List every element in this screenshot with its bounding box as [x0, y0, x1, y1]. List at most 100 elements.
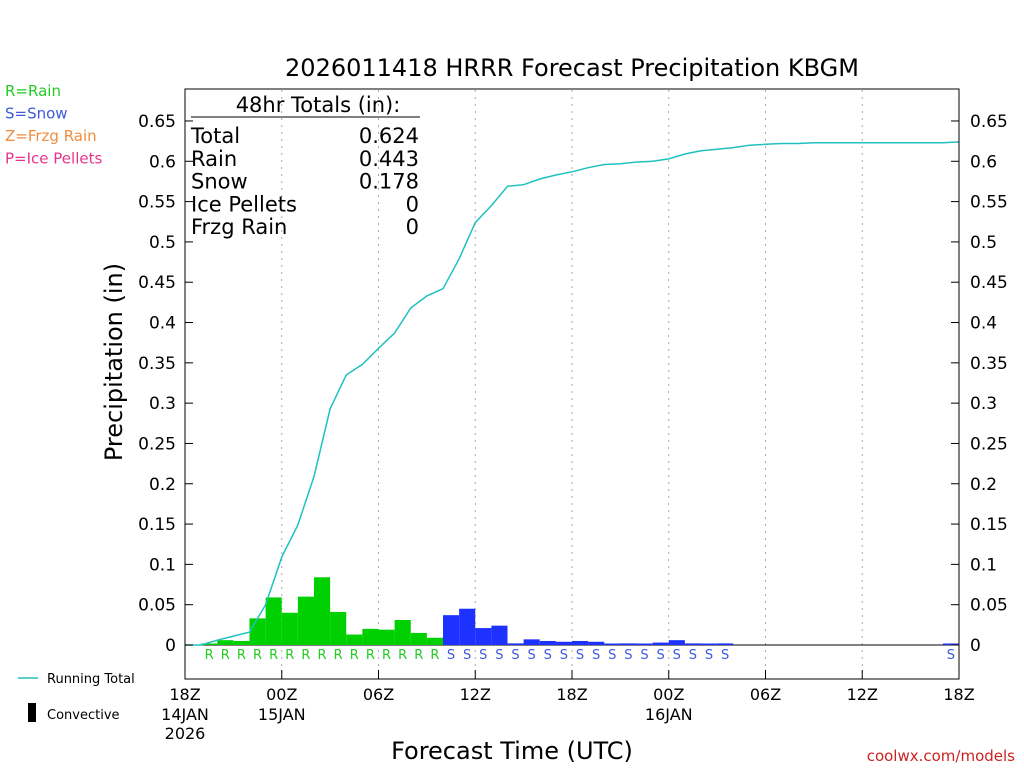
precip-bar: [588, 641, 605, 645]
type-letter: S: [657, 648, 665, 663]
x-tick-year: 2026: [165, 724, 206, 743]
precip-bar: [523, 639, 540, 645]
type-letter: R: [366, 648, 375, 663]
type-letter: S: [947, 648, 955, 663]
y-tick-label-right: 0.65: [970, 112, 1008, 132]
precip-bar: [572, 640, 589, 645]
precip-bar: [652, 642, 669, 645]
precip-bar: [604, 643, 621, 645]
type-letter: S: [721, 648, 729, 663]
precip-bar: [346, 634, 363, 645]
type-letter: S: [544, 648, 552, 663]
type-letter: R: [269, 648, 278, 663]
totals-row-label: Total: [190, 124, 240, 148]
type-legend-item: S=Snow: [5, 105, 68, 123]
totals-row-value: 0.624: [359, 124, 419, 148]
attribution: coolwx.com/models: [867, 747, 1015, 765]
type-legend-item: Z=Frzg Rain: [5, 127, 97, 145]
y-tick-label: 0.65: [138, 112, 176, 132]
y-tick-label: 0.6: [149, 152, 176, 172]
totals-row-value: 0: [406, 215, 419, 239]
y-tick-label-right: 0.55: [970, 193, 1008, 213]
type-letter: S: [673, 648, 681, 663]
x-tick-label: 18Z: [169, 685, 200, 704]
precip-bar: [620, 643, 637, 645]
grid-lines: [185, 90, 959, 678]
precip-bar: [443, 615, 460, 645]
precip-bar: [330, 611, 347, 645]
precip-bar: [378, 629, 395, 645]
y-tick-label-right: 0.15: [970, 515, 1008, 535]
precip-bar: [201, 643, 218, 645]
precip-bar: [539, 640, 556, 645]
precip-bar: [314, 577, 331, 645]
precip-bar: [475, 628, 492, 645]
y-tick-label: 0.45: [138, 273, 176, 293]
precip-bar: [684, 643, 701, 645]
x-tick-label: 06Z: [750, 685, 781, 704]
precip-bar: [362, 628, 379, 645]
type-letter: R: [285, 648, 294, 663]
totals-heading: 48hr Totals (in):: [236, 93, 401, 117]
precip-bar: [459, 608, 476, 645]
precip-bar: [701, 643, 718, 645]
totals-row-label: Frzg Rain: [191, 215, 287, 239]
y-tick-label-right: 0.45: [970, 273, 1008, 293]
type-legend-item: R=Rain: [5, 82, 61, 100]
totals-row-label: Snow: [191, 170, 248, 194]
x-tick-label: 12Z: [847, 685, 878, 704]
chart-title: 2026011418 HRRR Forecast Precipitation K…: [285, 54, 859, 82]
y-tick-label-right: 0.6: [970, 152, 997, 172]
precip-bar: [491, 625, 508, 645]
type-letter: R: [398, 648, 407, 663]
type-letter: R: [301, 648, 310, 663]
type-letter: S: [495, 648, 503, 663]
type-letter: R: [253, 648, 262, 663]
precip-bar: [233, 640, 250, 645]
x-tick-date: 14JAN: [161, 705, 209, 724]
right-y-axis: 0 0.05 0.1 0.15 0.2 0.25 0.3 0.35 0.4 0.45 0.5 0.55…: [951, 112, 1008, 656]
x-tick-label: 12Z: [460, 685, 491, 704]
x-axis-label: Forecast Time (UTC): [391, 737, 633, 765]
precip-type-legend: R=Rain S=Snow Z=Frzg Rain P=Ice Pellets: [5, 82, 102, 168]
y-tick-label-right: 0.25: [970, 434, 1008, 454]
type-letter: S: [560, 648, 568, 663]
type-letter: S: [705, 648, 713, 663]
y-tick-label-right: 0.2: [970, 475, 997, 495]
type-letter: S: [608, 648, 616, 663]
precip-bar: [217, 640, 234, 645]
precip-bar: [942, 643, 959, 645]
type-letter: R: [237, 648, 246, 663]
type-letter: R: [414, 648, 423, 663]
y-tick-label: 0.55: [138, 193, 176, 213]
running-total-line: [185, 141, 960, 646]
totals-row-value: 0.178: [359, 170, 419, 194]
hourly-bars: [201, 577, 959, 645]
x-tick-label: 18Z: [556, 685, 587, 704]
type-letter: S: [689, 648, 697, 663]
type-letter: S: [511, 648, 519, 663]
type-letter: S: [592, 648, 600, 663]
type-letter: R: [205, 648, 214, 663]
type-letter: R: [334, 648, 343, 663]
x-tick-date: 15JAN: [258, 705, 306, 724]
precip-bar: [410, 632, 427, 645]
y-tick-label-right: 0.1: [970, 555, 997, 575]
y-tick-label-right: 0.5: [970, 233, 997, 253]
type-letter: S: [640, 648, 648, 663]
y-tick-label: 0.2: [149, 475, 176, 495]
y-tick-label-right: 0.4: [970, 314, 997, 334]
type-letter: R: [350, 648, 359, 663]
y-tick-label-right: 0.35: [970, 354, 1008, 374]
precip-bar: [717, 643, 734, 645]
type-letter: R: [382, 648, 391, 663]
y-tick-label-right: 0.3: [970, 394, 997, 414]
convective-legend-swatch: [28, 703, 36, 722]
series-legend: Running Total Convective: [18, 672, 135, 723]
y-tick-label-right: 0: [970, 636, 981, 656]
precip-bar: [265, 597, 282, 645]
precip-bar: [507, 643, 524, 645]
